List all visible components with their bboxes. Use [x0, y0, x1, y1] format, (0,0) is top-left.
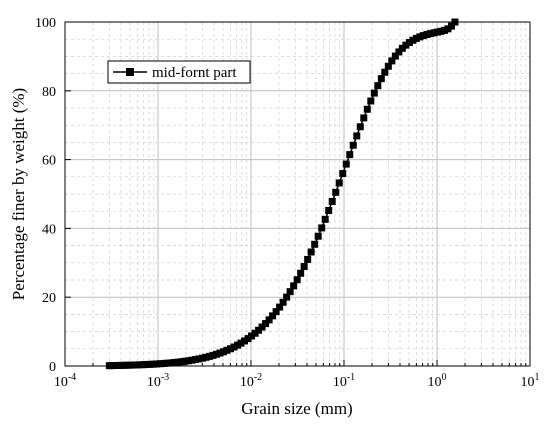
data-point — [258, 323, 266, 331]
data-point — [430, 29, 438, 37]
series — [105, 18, 459, 370]
data-point — [363, 105, 371, 113]
data-point — [367, 97, 375, 105]
data-point — [293, 276, 301, 284]
data-point — [328, 198, 336, 205]
data-point — [412, 34, 420, 42]
data-point — [342, 160, 350, 168]
data-point — [391, 52, 399, 60]
x-axis-title: Grain size (mm) — [241, 399, 352, 418]
data-point — [262, 320, 270, 328]
data-point — [286, 288, 294, 296]
legend: mid-fornt part — [107, 60, 251, 84]
data-point — [300, 263, 308, 271]
data-point — [269, 312, 277, 320]
data-point — [156, 360, 164, 368]
data-point — [118, 361, 126, 369]
data-point — [174, 358, 182, 366]
legend-label: mid-fornt part — [152, 65, 237, 81]
y-tick-labels: 0 20 40 60 80 100 — [35, 16, 56, 375]
data-point — [339, 170, 347, 178]
data-point — [409, 36, 417, 44]
data-point — [335, 179, 343, 187]
data-point — [128, 361, 136, 369]
data-point — [353, 132, 361, 140]
data-point — [321, 215, 329, 223]
plot-frame — [64, 21, 531, 367]
data-point — [402, 41, 410, 49]
data-point — [423, 31, 431, 39]
data-point — [356, 123, 364, 131]
data-point — [398, 44, 406, 52]
data-point — [297, 269, 305, 277]
data-point — [381, 68, 389, 76]
data-point — [325, 207, 333, 215]
data-point — [447, 22, 455, 30]
data-point — [248, 332, 256, 340]
x-tick-label: 10-4 — [54, 372, 76, 390]
data-point — [195, 355, 203, 363]
data-point — [437, 27, 445, 35]
y-tick-label: 100 — [35, 16, 56, 31]
x-tick-label: 101 — [521, 372, 540, 390]
data-point — [370, 89, 378, 97]
data-point — [440, 26, 448, 34]
grid-lines — [65, 22, 530, 366]
data-point — [227, 345, 234, 353]
data-point — [279, 298, 287, 306]
data-point — [153, 360, 161, 368]
data-point — [234, 341, 242, 349]
data-point — [163, 359, 171, 367]
data-point — [311, 240, 319, 248]
data-point — [135, 361, 143, 369]
data-point — [388, 57, 396, 65]
y-tick-label: 20 — [42, 291, 56, 306]
data-point — [374, 82, 382, 90]
data-point — [265, 316, 273, 324]
data-point — [202, 353, 210, 361]
data-point — [142, 361, 150, 369]
data-point — [304, 255, 312, 263]
data-point — [332, 188, 340, 196]
data-point — [451, 18, 459, 26]
data-point — [209, 351, 217, 359]
data-point — [170, 359, 178, 367]
data-point — [384, 62, 392, 70]
data-point — [349, 141, 357, 149]
data-point — [276, 303, 284, 311]
y-tick-label: 40 — [42, 222, 56, 237]
data-point — [237, 339, 245, 347]
data-point — [290, 282, 298, 290]
x-tick-label: 100 — [428, 372, 447, 390]
data-point — [346, 151, 354, 159]
data-point — [314, 232, 322, 240]
y-axis-title: Percentage finer by weight (%) — [9, 88, 28, 300]
data-point — [181, 357, 189, 365]
data-point — [395, 48, 403, 56]
x-tick-label: 10-2 — [240, 372, 262, 390]
data-point — [307, 248, 315, 256]
x-tick-label: 10-3 — [147, 372, 169, 390]
data-point — [191, 356, 199, 364]
data-point — [272, 308, 280, 316]
x-tick-label: 10-1 — [333, 372, 355, 390]
data-point — [108, 362, 116, 370]
data-point — [241, 337, 249, 345]
data-point — [416, 33, 424, 41]
data-point — [426, 30, 434, 38]
data-point — [377, 75, 385, 83]
data-point — [360, 114, 368, 122]
data-point — [219, 348, 227, 356]
y-tick-label: 0 — [49, 360, 56, 375]
data-point — [318, 224, 326, 232]
legend-marker — [126, 68, 134, 76]
y-tick-label: 80 — [42, 85, 56, 100]
data-point — [283, 293, 291, 301]
y-tick-label: 60 — [42, 154, 56, 169]
legend-box — [107, 60, 251, 84]
x-tick-labels: 10-4 10-3 10-2 10-1 100 101 — [54, 372, 540, 390]
